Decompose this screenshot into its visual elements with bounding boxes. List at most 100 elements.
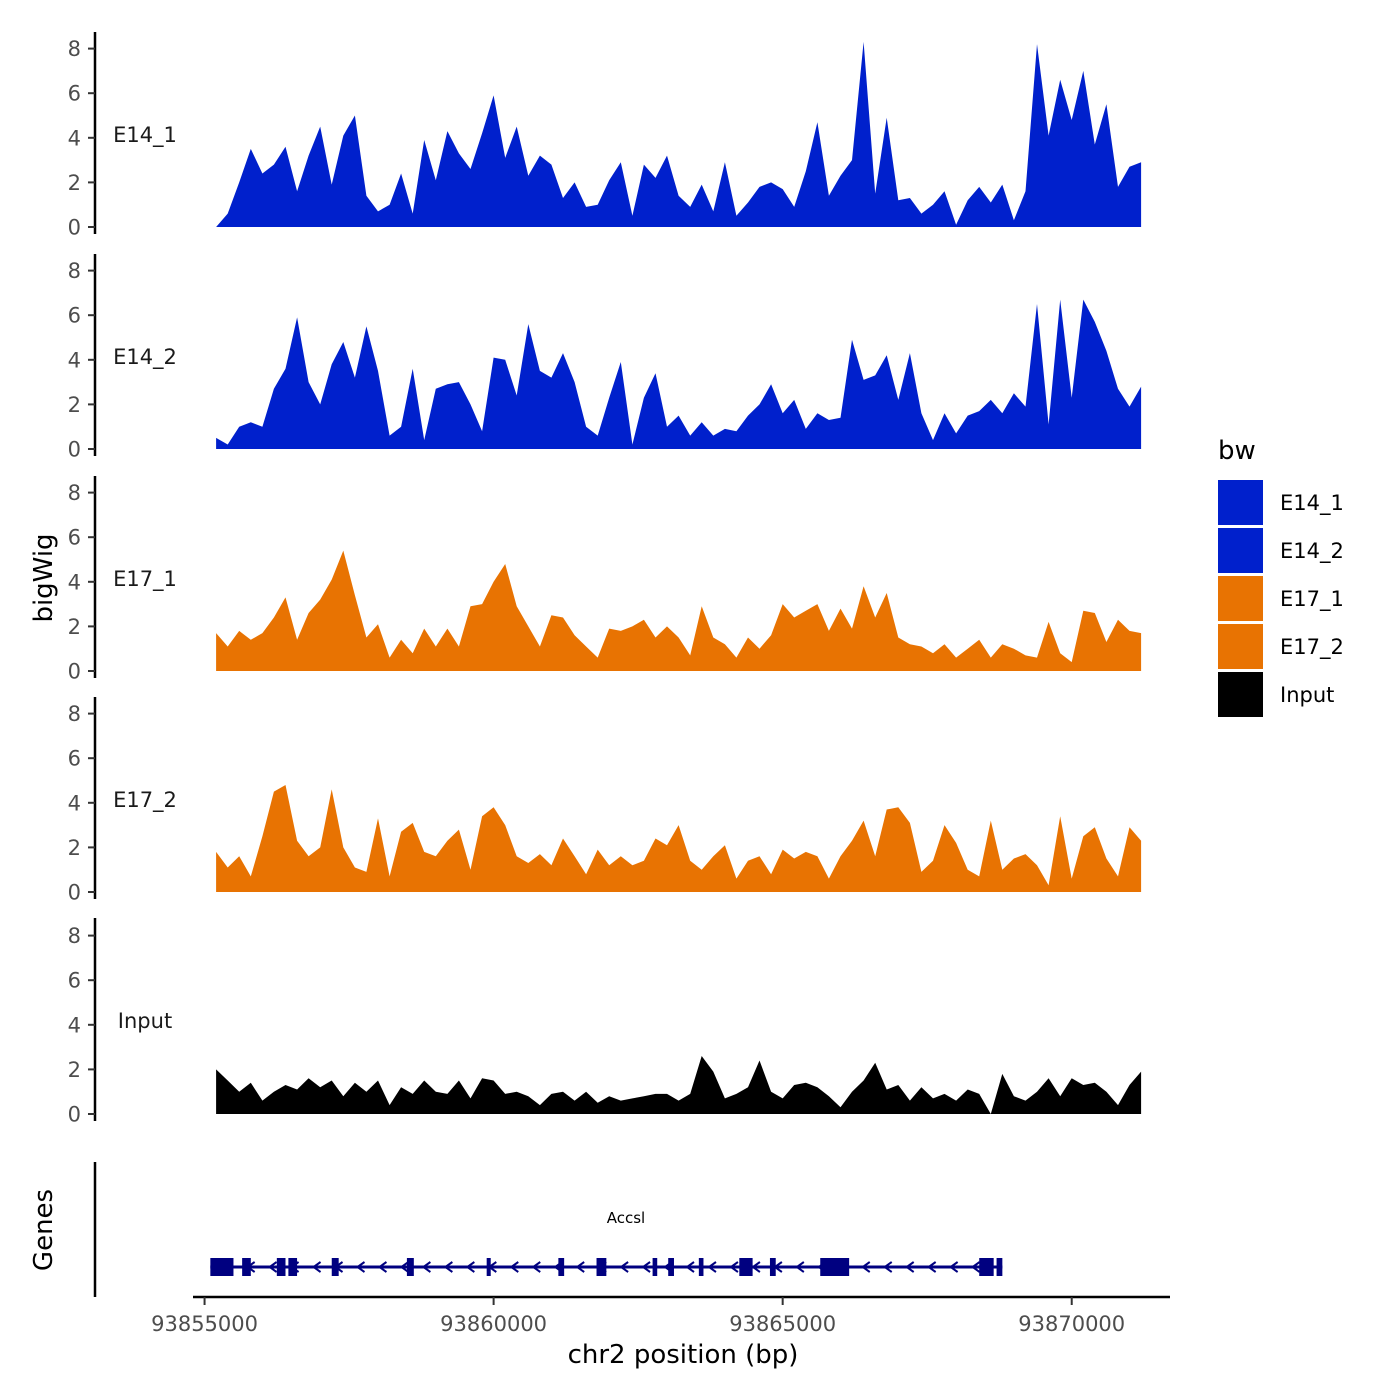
exon bbox=[698, 1258, 704, 1276]
x-tick-label: 93860000 bbox=[440, 1312, 547, 1336]
exon bbox=[276, 1258, 286, 1276]
signal-tracks: 0 2 4 6 8 E14_1 0 2 4 6 8 E14_2 0 2 4 6 8 E17_1 0 2 4 6 8 E17_2… bbox=[68, 32, 1142, 1127]
y-tick-label: 0 bbox=[68, 881, 81, 905]
exon bbox=[596, 1258, 607, 1276]
y-tick-label: 0 bbox=[68, 438, 81, 462]
exon bbox=[210, 1258, 234, 1276]
legend-label-e14-1: E14_1 bbox=[1280, 491, 1344, 516]
genes-panel-title: Genes bbox=[29, 1189, 59, 1271]
track-label-input: Input bbox=[118, 1009, 172, 1033]
exon bbox=[652, 1258, 658, 1276]
legend-swatch-e17-1 bbox=[1218, 576, 1263, 621]
legend-label-input: Input bbox=[1280, 683, 1334, 707]
strand-arrow bbox=[970, 1261, 981, 1273]
track-e17-2: 0 2 4 6 8 E17_2 bbox=[68, 697, 1142, 905]
y-tick-label: 2 bbox=[68, 171, 81, 195]
strand-arrow bbox=[377, 1261, 388, 1273]
y-tick-label: 4 bbox=[68, 126, 81, 150]
y-tick-label: 2 bbox=[68, 393, 81, 417]
track-label-e14-1: E14_1 bbox=[113, 123, 177, 148]
strand-arrow bbox=[795, 1261, 805, 1273]
strand-arrow bbox=[355, 1261, 366, 1273]
y-tick-label: 4 bbox=[68, 791, 81, 815]
track-input: 0 2 4 6 8 Input bbox=[68, 918, 1142, 1127]
track-label-e17-1: E17_1 bbox=[113, 567, 177, 592]
strand-arrow bbox=[531, 1261, 541, 1273]
exon bbox=[331, 1258, 339, 1276]
y-tick-label: 4 bbox=[68, 348, 81, 372]
y-tick-label: 8 bbox=[68, 37, 81, 61]
strand-arrow bbox=[861, 1261, 871, 1273]
track-e14-2: 0 2 4 6 8 E14_2 bbox=[68, 254, 1142, 462]
track-e14-1: 0 2 4 6 8 E14_1 bbox=[68, 32, 1142, 240]
y-tick-label: 2 bbox=[68, 615, 81, 639]
track-label-e17-2: E17_2 bbox=[113, 788, 177, 813]
y-tick-label: 2 bbox=[68, 1058, 81, 1082]
y-tick-label: 6 bbox=[68, 304, 81, 328]
track-label-e14-2: E14_2 bbox=[113, 345, 177, 370]
strand-arrow bbox=[729, 1261, 739, 1273]
y-tick-label: 0 bbox=[68, 660, 81, 684]
y-tick-label: 8 bbox=[68, 924, 81, 948]
legend: bw E14_1 E14_2 E17_1 E17_2 Input bbox=[1218, 436, 1344, 717]
y-tick-label: 0 bbox=[68, 216, 81, 240]
exon bbox=[996, 1258, 1003, 1276]
strand-arrow bbox=[707, 1261, 717, 1273]
y-tick-label: 0 bbox=[68, 1103, 81, 1127]
y-tick-label: 8 bbox=[68, 702, 81, 726]
strand-arrow bbox=[399, 1261, 410, 1273]
exon bbox=[668, 1258, 674, 1276]
strand-arrow bbox=[926, 1261, 937, 1273]
strand-arrow bbox=[948, 1261, 959, 1273]
strand-arrow bbox=[509, 1261, 519, 1273]
exon bbox=[769, 1258, 776, 1276]
strand-arrow bbox=[465, 1261, 475, 1273]
x-axis: 93855000 93860000 93865000 93870000 bbox=[151, 1295, 1170, 1336]
legend-label-e17-1: E17_1 bbox=[1280, 587, 1344, 612]
strand-arrow bbox=[619, 1261, 629, 1273]
exon bbox=[486, 1258, 491, 1276]
y-tick-label: 6 bbox=[68, 82, 81, 106]
x-axis-title: chr2 position (bp) bbox=[568, 1340, 799, 1370]
signal-area-e14-2 bbox=[216, 299, 1142, 449]
y-tick-label: 6 bbox=[68, 969, 81, 993]
exon bbox=[288, 1258, 298, 1276]
y-tick-label: 8 bbox=[68, 259, 81, 283]
y-tick-label: 4 bbox=[68, 1013, 81, 1037]
legend-swatch-e14-1 bbox=[1218, 480, 1263, 525]
legend-title: bw bbox=[1218, 436, 1256, 466]
y-tick-label: 2 bbox=[68, 836, 81, 860]
exon bbox=[739, 1258, 753, 1276]
strand-arrow bbox=[883, 1261, 893, 1273]
strand-arrow bbox=[311, 1261, 322, 1273]
signal-area-e17-1 bbox=[216, 550, 1142, 671]
exon bbox=[979, 1258, 994, 1276]
strand-arrow bbox=[443, 1261, 453, 1273]
strand-arrow bbox=[641, 1261, 651, 1273]
strand-arrow bbox=[904, 1261, 915, 1273]
y-tick-label: 6 bbox=[68, 747, 81, 771]
x-tick-label: 93865000 bbox=[729, 1312, 836, 1336]
strand-arrow bbox=[751, 1261, 761, 1273]
strand-arrow bbox=[267, 1261, 278, 1273]
x-tick-label: 93855000 bbox=[151, 1312, 258, 1336]
legend-swatch-input bbox=[1218, 672, 1263, 717]
x-tick-label: 93870000 bbox=[1018, 1312, 1125, 1336]
exon bbox=[406, 1258, 414, 1276]
legend-swatch-e17-2 bbox=[1218, 624, 1263, 669]
exon bbox=[242, 1258, 251, 1276]
signal-area-e17-2 bbox=[216, 785, 1142, 892]
gene-name-label: Accsl bbox=[607, 1209, 645, 1227]
y-tick-label: 8 bbox=[68, 481, 81, 505]
exon bbox=[820, 1258, 850, 1276]
legend-label-e17-2: E17_2 bbox=[1280, 635, 1344, 660]
signal-area-input bbox=[216, 1056, 1142, 1114]
signal-area-e14-1 bbox=[216, 41, 1142, 228]
strand-arrow bbox=[421, 1261, 431, 1273]
legend-swatch-e14-2 bbox=[1218, 528, 1263, 573]
exon bbox=[558, 1258, 565, 1276]
gene-track: Accsl bbox=[93, 1162, 1003, 1297]
strand-arrow bbox=[685, 1261, 695, 1273]
y-tick-label: 4 bbox=[68, 570, 81, 594]
